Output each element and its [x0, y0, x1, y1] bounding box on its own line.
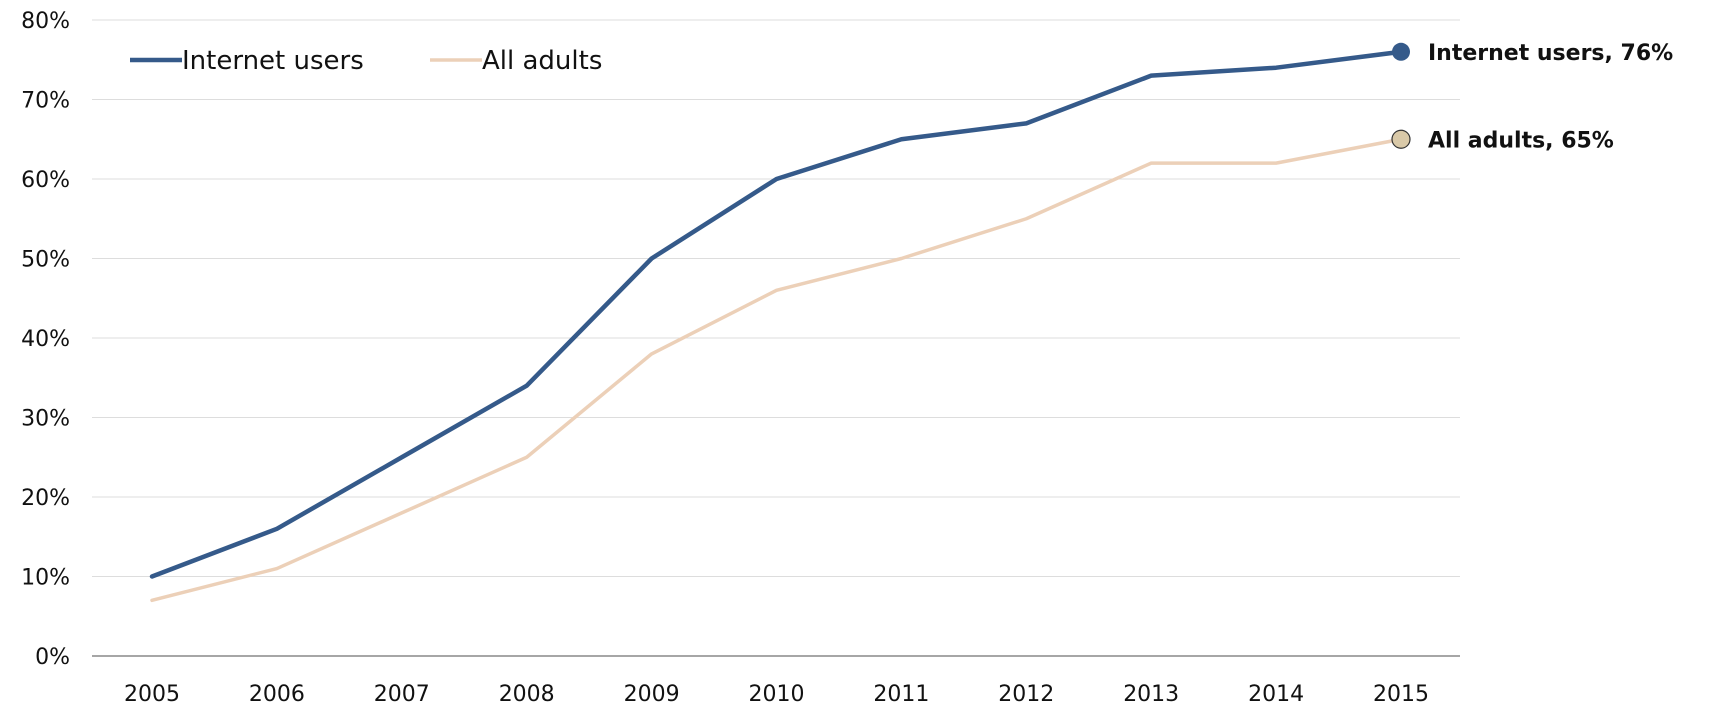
end-label: Internet users, 76% [1428, 41, 1673, 66]
gridlines [92, 19, 1460, 577]
y-tick-label: 0% [35, 645, 70, 670]
x-tick-label: 2006 [249, 682, 305, 704]
y-tick-label: 60% [21, 168, 70, 193]
y-tick-label: 10% [21, 566, 70, 591]
x-tick-label: 2015 [1373, 682, 1429, 704]
y-tick-label: 30% [21, 407, 70, 432]
y-tick-label: 40% [21, 327, 70, 352]
legend-label: All adults [482, 46, 602, 76]
x-tick-label: 2013 [1123, 682, 1179, 704]
legend-label: Internet users [182, 46, 364, 76]
series-lines [149, 49, 1404, 603]
x-tick-label: 2014 [1248, 682, 1304, 704]
x-tick-label: 2012 [998, 682, 1054, 704]
x-tick-label: 2009 [624, 682, 680, 704]
x-tick-label: 2007 [374, 682, 430, 704]
x-tick-label: 2011 [873, 682, 929, 704]
y-tick-label: 70% [21, 89, 70, 114]
y-tick-label: 80% [21, 9, 70, 34]
legend: Internet users All adults [130, 46, 602, 76]
series-line [150, 137, 1403, 603]
end-marker [1391, 129, 1411, 149]
y-axis-ticks: 0% 10% 20% 30% 40% 50% 60% 70% 80% [21, 9, 70, 670]
y-tick-label: 20% [21, 486, 70, 511]
end-labels: Internet users, 76% All adults, 65% [1428, 41, 1673, 153]
y-tick-label: 50% [21, 248, 70, 273]
end-label: All adults, 65% [1428, 128, 1614, 153]
end-markers [1391, 42, 1411, 149]
x-tick-label: 2005 [124, 682, 180, 704]
x-axis-ticks: 2005 2006 2007 2008 2009 2010 2011 2012 2013 2014… [124, 682, 1429, 704]
series-line [149, 49, 1404, 579]
end-marker [1392, 42, 1410, 61]
x-tick-label: 2008 [499, 682, 555, 704]
x-tick-label: 2010 [749, 682, 805, 704]
